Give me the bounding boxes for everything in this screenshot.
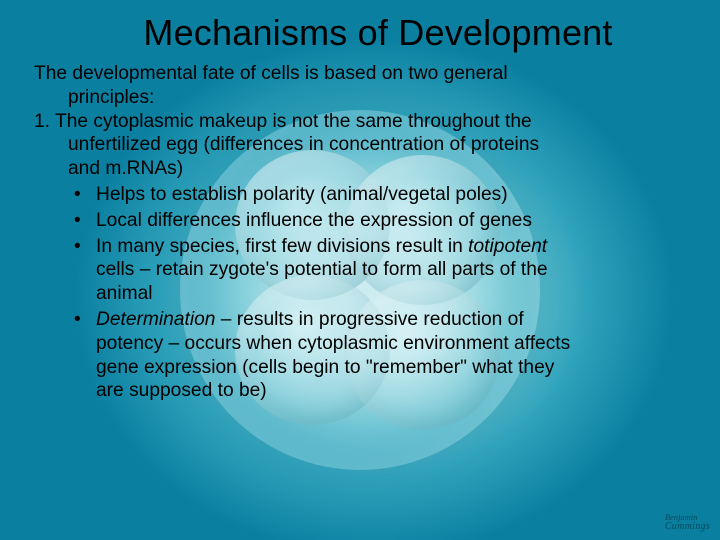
publisher-logo: Benjamin Cummings	[665, 513, 710, 532]
bullet-item-4: Determination – results in progressive r…	[74, 308, 692, 403]
bullet-text-a: In many species, first few divisions res…	[96, 236, 468, 257]
principle-1-line1: 1. The cytoplasmic makeup is not the sam…	[34, 110, 692, 134]
bullet-text: Local differences influence the expressi…	[96, 210, 532, 231]
slide-title: Mechanisms of Development	[64, 12, 692, 54]
content-area: Mechanisms of Development The developmen…	[0, 0, 720, 540]
bullet-text: Helps to establish polarity (animal/vege…	[96, 184, 508, 205]
lead-text-line2: principles:	[68, 86, 692, 110]
bullet-cont: are supposed to be)	[96, 379, 692, 403]
bullet-cont: gene expression (cells begin to "remembe…	[96, 356, 692, 380]
bullet-cont: animal	[96, 282, 692, 306]
logo-line2: Cummings	[665, 522, 710, 533]
bullet-list: Helps to establish polarity (animal/vege…	[74, 183, 692, 403]
lead-text-line1: The developmental fate of cells is based…	[34, 62, 692, 86]
bullet-em: totipotent	[468, 236, 547, 257]
bullet-item-2: Local differences influence the expressi…	[74, 209, 692, 233]
bullet-cont: potency – occurs when cytoplasmic enviro…	[96, 332, 692, 356]
body-text: The developmental fate of cells is based…	[34, 62, 692, 403]
bullet-em: Determination	[96, 309, 215, 330]
principle-1-line3: and m.RNAs)	[68, 157, 692, 181]
slide: Mechanisms of Development The developmen…	[0, 0, 720, 540]
bullet-text-a: – results in progressive reduction of	[215, 309, 523, 330]
principle-1-line2: unfertilized egg (differences in concent…	[68, 133, 692, 157]
bullet-item-3: In many species, first few divisions res…	[74, 235, 692, 306]
bullet-cont: cells – retain zygote's potential to for…	[96, 258, 692, 282]
bullet-item-1: Helps to establish polarity (animal/vege…	[74, 183, 692, 207]
